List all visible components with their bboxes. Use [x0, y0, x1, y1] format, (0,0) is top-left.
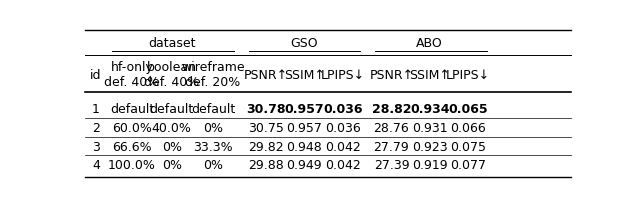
Text: 28.82: 28.82 [372, 103, 412, 116]
Text: PSNR↑: PSNR↑ [244, 68, 288, 81]
Text: LPIPS↓: LPIPS↓ [321, 68, 365, 81]
Text: 40.0%: 40.0% [152, 121, 192, 134]
Text: 29.82: 29.82 [248, 140, 284, 153]
Text: 0%: 0% [162, 140, 182, 153]
Text: 0.042: 0.042 [325, 140, 361, 153]
Text: dataset: dataset [148, 36, 196, 49]
Text: 0.934: 0.934 [410, 103, 449, 116]
Text: 0.066: 0.066 [450, 121, 486, 134]
Text: ABO: ABO [416, 36, 443, 49]
Text: GSO: GSO [291, 36, 318, 49]
Text: 30.78: 30.78 [246, 103, 285, 116]
Text: LPIPS↓: LPIPS↓ [446, 68, 490, 81]
Text: 0.949: 0.949 [286, 159, 322, 171]
Text: default: default [150, 103, 194, 116]
Text: 29.88: 29.88 [248, 159, 284, 171]
Text: hf-only
def. 40%: hf-only def. 40% [104, 61, 160, 89]
Text: 0.957: 0.957 [284, 103, 324, 116]
Text: 3: 3 [92, 140, 100, 153]
Text: 66.6%: 66.6% [112, 140, 152, 153]
Text: 0.931: 0.931 [412, 121, 447, 134]
Text: id: id [90, 68, 102, 81]
Text: 100.0%: 100.0% [108, 159, 156, 171]
Text: SSIM↑: SSIM↑ [409, 68, 450, 81]
Text: 0.036: 0.036 [323, 103, 363, 116]
Text: default: default [110, 103, 154, 116]
Text: 0.948: 0.948 [286, 140, 322, 153]
Text: 0.923: 0.923 [412, 140, 447, 153]
Text: default: default [191, 103, 235, 116]
Text: 2: 2 [92, 121, 100, 134]
Text: 0.036: 0.036 [325, 121, 361, 134]
Text: 0.075: 0.075 [450, 140, 486, 153]
Text: 0%: 0% [203, 159, 223, 171]
Text: boolean
def. 40%: boolean def. 40% [144, 61, 200, 89]
Text: 30.75: 30.75 [248, 121, 284, 134]
Text: 0.042: 0.042 [325, 159, 361, 171]
Text: 1: 1 [92, 103, 100, 116]
Text: 27.79: 27.79 [374, 140, 410, 153]
Text: 0.919: 0.919 [412, 159, 447, 171]
Text: 0%: 0% [203, 121, 223, 134]
Text: 0%: 0% [162, 159, 182, 171]
Text: PSNR↑: PSNR↑ [369, 68, 413, 81]
Text: 60.0%: 60.0% [112, 121, 152, 134]
Text: 28.76: 28.76 [374, 121, 410, 134]
Text: 4: 4 [92, 159, 100, 171]
Text: 0.957: 0.957 [286, 121, 322, 134]
Text: wireframe
def. 20%: wireframe def. 20% [181, 61, 244, 89]
Text: 0.077: 0.077 [450, 159, 486, 171]
Text: 33.3%: 33.3% [193, 140, 233, 153]
Text: SSIM↑: SSIM↑ [284, 68, 324, 81]
Text: 0.065: 0.065 [448, 103, 488, 116]
Text: 27.39: 27.39 [374, 159, 410, 171]
